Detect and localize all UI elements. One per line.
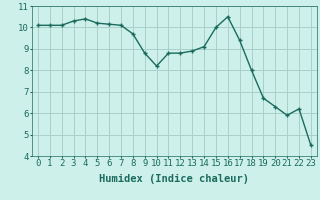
X-axis label: Humidex (Indice chaleur): Humidex (Indice chaleur) — [100, 174, 249, 184]
